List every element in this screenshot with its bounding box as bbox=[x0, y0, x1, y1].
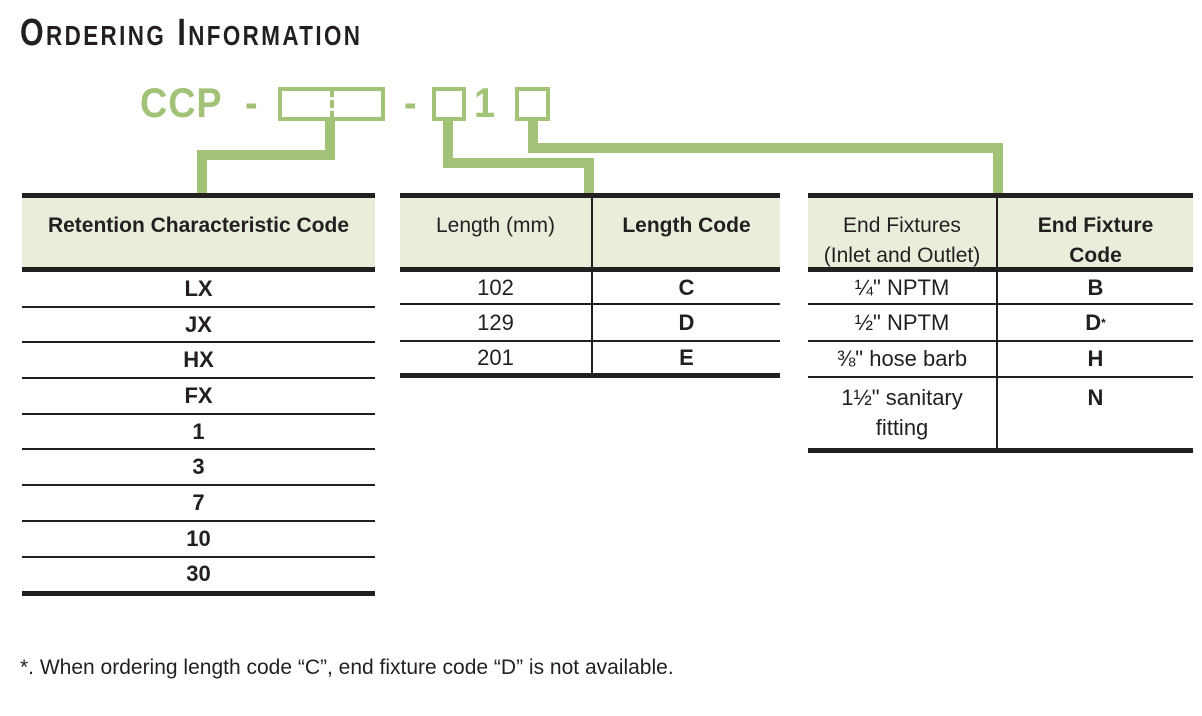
retention-code-value: 30 bbox=[186, 561, 211, 587]
end-fixture-value: ½" NPTM bbox=[808, 305, 998, 340]
retention-code-value: JX bbox=[185, 311, 212, 337]
table-row: ½" NPTM D * bbox=[808, 305, 1193, 342]
end-fixture-code-header-label: End Fixture Code bbox=[1037, 214, 1154, 267]
retention-code-value: 10 bbox=[186, 525, 211, 551]
connector-endfixture-drop bbox=[993, 143, 1003, 195]
end-fixture-code-value: H bbox=[1087, 346, 1104, 371]
table-row: HX bbox=[22, 343, 375, 380]
length-mm-value: 102 bbox=[400, 272, 593, 303]
retention-table-header: Retention Characteristic Code bbox=[22, 198, 375, 272]
table-row: 3 bbox=[22, 450, 375, 487]
connector-length-drop bbox=[584, 158, 594, 195]
page-title: ORDERING INFORMATION bbox=[20, 12, 362, 55]
table-row: ¼" NPTM B bbox=[808, 272, 1193, 305]
end-fixture-code-value: B bbox=[1087, 274, 1104, 300]
retention-code-value: FX bbox=[184, 382, 213, 408]
end-fixture-value: ⅜" hose barb bbox=[808, 342, 998, 376]
part-number-prefix: CCP bbox=[140, 79, 223, 126]
footnote: *. When ordering length code “C”, end fi… bbox=[20, 656, 674, 679]
table-row: JX bbox=[22, 308, 375, 344]
part-number-dash-1: - bbox=[245, 79, 259, 126]
length-mm-value: 201 bbox=[400, 342, 593, 373]
connector-endfixture-vertical bbox=[528, 119, 538, 153]
part-number-dash-2: - bbox=[404, 79, 418, 126]
end-fixtures-header-label: End Fixtures (Inlet and Outlet) bbox=[808, 198, 998, 267]
table-row: ⅜" hose barb H bbox=[808, 342, 1193, 378]
retention-code-value: 3 bbox=[192, 454, 205, 480]
connector-length-vertical bbox=[443, 119, 453, 168]
end-fixture-code-box bbox=[515, 87, 550, 121]
length-code-box bbox=[432, 87, 466, 121]
table-row: 1 bbox=[22, 415, 375, 451]
length-mm-value: 129 bbox=[400, 305, 593, 340]
connector-endfixture-horizontal bbox=[528, 143, 1003, 153]
table-row: 129 D bbox=[400, 305, 780, 342]
length-code-value: C bbox=[678, 274, 695, 300]
retention-code-box-divider bbox=[330, 89, 334, 119]
table-row: 7 bbox=[22, 486, 375, 522]
retention-code-value: HX bbox=[183, 347, 214, 373]
table-row: LX bbox=[22, 272, 375, 308]
end-fixture-code-value: D * bbox=[1085, 309, 1106, 335]
length-code-header-label: Length Code bbox=[622, 214, 751, 237]
table-row: 102 C bbox=[400, 272, 780, 305]
connector-length-horizontal bbox=[443, 158, 594, 168]
retention-code-box bbox=[278, 87, 385, 121]
end-fixture-table: End Fixtures (Inlet and Outlet) End Fixt… bbox=[808, 193, 1193, 453]
end-fixture-value: 1½" sanitary fitting bbox=[808, 378, 998, 448]
length-table: Length (mm) Length Code 102 C 129 D 201 … bbox=[400, 193, 780, 378]
connector-retention-vertical bbox=[325, 119, 335, 160]
part-number-fixed-digit: 1 bbox=[474, 79, 496, 126]
end-fixture-value: ¼" NPTM bbox=[808, 272, 998, 303]
retention-code-value: 7 bbox=[192, 489, 205, 515]
end-fixture-table-header: End Fixtures (Inlet and Outlet) End Fixt… bbox=[808, 198, 1193, 272]
table-row: FX bbox=[22, 379, 375, 415]
title-word-information: INFORMATION bbox=[177, 12, 363, 54]
code-footnote-marker: * bbox=[1101, 315, 1106, 330]
connector-retention-drop bbox=[197, 150, 207, 195]
retention-code-value: LX bbox=[184, 275, 213, 301]
retention-header-label: Retention Characteristic Code bbox=[47, 214, 350, 237]
title-word-ordering: ORDERING bbox=[20, 12, 167, 54]
length-code-value: D bbox=[678, 309, 695, 335]
retention-table: Retention Characteristic Code LX JX HX F… bbox=[22, 193, 375, 597]
connector-retention-horizontal bbox=[197, 150, 335, 160]
table-row: 10 bbox=[22, 522, 375, 558]
table-row: 30 bbox=[22, 558, 375, 597]
length-table-header: Length (mm) Length Code bbox=[400, 198, 780, 272]
length-code-value: E bbox=[679, 344, 694, 370]
table-row: 1½" sanitary fitting N bbox=[808, 378, 1193, 453]
end-fixture-code-value: N bbox=[1087, 385, 1104, 410]
length-mm-header-label: Length (mm) bbox=[400, 198, 593, 267]
table-row: 201 E bbox=[400, 342, 780, 378]
retention-code-value: 1 bbox=[192, 418, 205, 444]
